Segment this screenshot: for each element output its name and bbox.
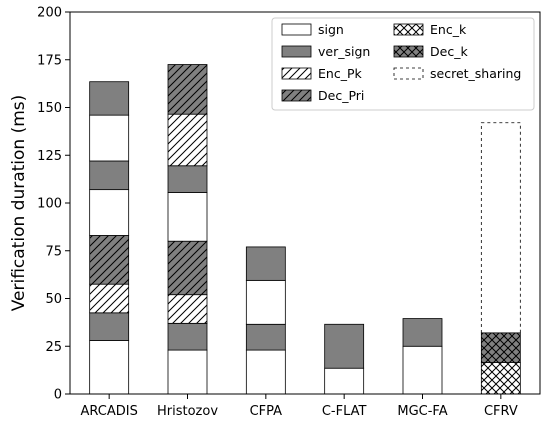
bar-segment-arcadis-ver-sign-5	[89, 160, 130, 191]
bars-group	[89, 64, 521, 395]
bar-segment-cfpa-ver-sign-1	[245, 323, 286, 351]
legend-swatch-dec-pri	[281, 89, 312, 102]
bar-segment-hristozov-ver-sign-5	[167, 165, 208, 193]
bar-segment-cfpa-ver-sign-3	[245, 246, 286, 281]
y-tick-label-50: 50	[45, 292, 62, 307]
bar-segment-cfrv-dec-k-1	[480, 332, 521, 363]
bar-segment-arcadis-dec-pri-3	[89, 235, 130, 285]
y-tick-label-25: 25	[45, 340, 62, 355]
plot-frame	[69, 11, 541, 395]
bar-segment-cfpa-sign-0	[245, 349, 286, 395]
bar-segment-arcadis-ver-sign-7	[89, 81, 130, 116]
legend-swatch-enc-k	[393, 23, 424, 36]
x-tick-label-hristozov: Hristozov	[157, 404, 218, 419]
bar-segment-cfrv-secret-sharing-2	[480, 122, 521, 334]
bar-segment-hristozov-enc-pk-2	[167, 294, 208, 324]
legend-label-enc-k: Enc_k	[430, 22, 467, 37]
y-tick-label-0: 0	[54, 388, 62, 403]
legend: sign ver_sign Enc_Pk Dec_Pri Enc_k Dec_ksecre…	[271, 17, 535, 111]
bar-segment-hristozov-enc-pk-6	[167, 113, 208, 167]
x-tick-label-c-flat: C-FLAT	[322, 404, 367, 419]
x-tick-label-cfpa: CFPA	[250, 404, 283, 419]
bar-segment-c-flat-sign-0	[324, 367, 365, 395]
legend-label-ver-sign: ver_sign	[318, 44, 370, 59]
bar-segment-hristozov-ver-sign-1	[167, 322, 208, 351]
y-tick-label-125: 125	[37, 149, 62, 164]
bar-segment-hristozov-sign-0	[167, 349, 208, 395]
bar-segment-arcadis-sign-6	[89, 114, 130, 162]
x-axis-ticks: ARCADIS Hristozov CFPA C-FLAT MGC-FA CFRV	[80, 394, 518, 419]
legend-frame	[271, 17, 535, 111]
y-tick-label-175: 175	[37, 53, 62, 68]
y-tick-label-100: 100	[37, 197, 62, 212]
legend-swatch-ver-sign	[281, 45, 312, 58]
legend-label-sign: sign	[318, 22, 344, 37]
x-tick-label-arcadis: ARCADIS	[80, 404, 137, 419]
bar-segment-hristozov-dec-pri-7	[167, 64, 208, 115]
bar-segment-cfrv-enc-k-0	[480, 362, 521, 395]
legend-label-dec-pri: Dec_Pri	[318, 88, 364, 103]
legend-label-dec-k: Dec_k	[430, 44, 468, 59]
bar-segment-arcadis-sign-4	[89, 189, 130, 236]
x-tick-label-mgc-fa: MGC-FA	[397, 404, 447, 419]
legend-swatch-enc-pk	[281, 67, 312, 80]
y-tick-label-200: 200	[37, 6, 62, 21]
y-axis-ticks: 0 25 50 75 100 125 150 175 200	[37, 6, 70, 403]
legend-label-secret-sharing: secret_sharing	[430, 66, 521, 81]
bar-segment-arcadis-sign-0	[89, 340, 130, 395]
y-axis-title: Verification duration (ms)	[9, 95, 29, 312]
legend-swatch-secret-sharing	[393, 67, 424, 80]
y-tick-label-75: 75	[45, 244, 62, 259]
legend-swatch-sign	[281, 23, 312, 36]
y-tick-label-150: 150	[37, 101, 62, 116]
legend-swatch-dec-k	[393, 45, 424, 58]
bar-segment-mgc-fa-ver-sign-1	[402, 318, 443, 347]
bar-segment-arcadis-enc-pk-2	[89, 283, 130, 314]
bar-segment-hristozov-dec-pri-3	[167, 240, 208, 296]
bar-segment-c-flat-ver-sign-1	[324, 323, 365, 369]
bar-segment-hristozov-sign-4	[167, 192, 208, 242]
bar-segment-arcadis-ver-sign-1	[89, 312, 130, 341]
bar-segment-mgc-fa-sign-0	[402, 345, 443, 395]
x-tick-label-cfrv: CFRV	[484, 404, 518, 419]
legend-label-enc-pk: Enc_Pk	[318, 66, 362, 81]
bar-segment-cfpa-sign-2	[245, 279, 286, 325]
